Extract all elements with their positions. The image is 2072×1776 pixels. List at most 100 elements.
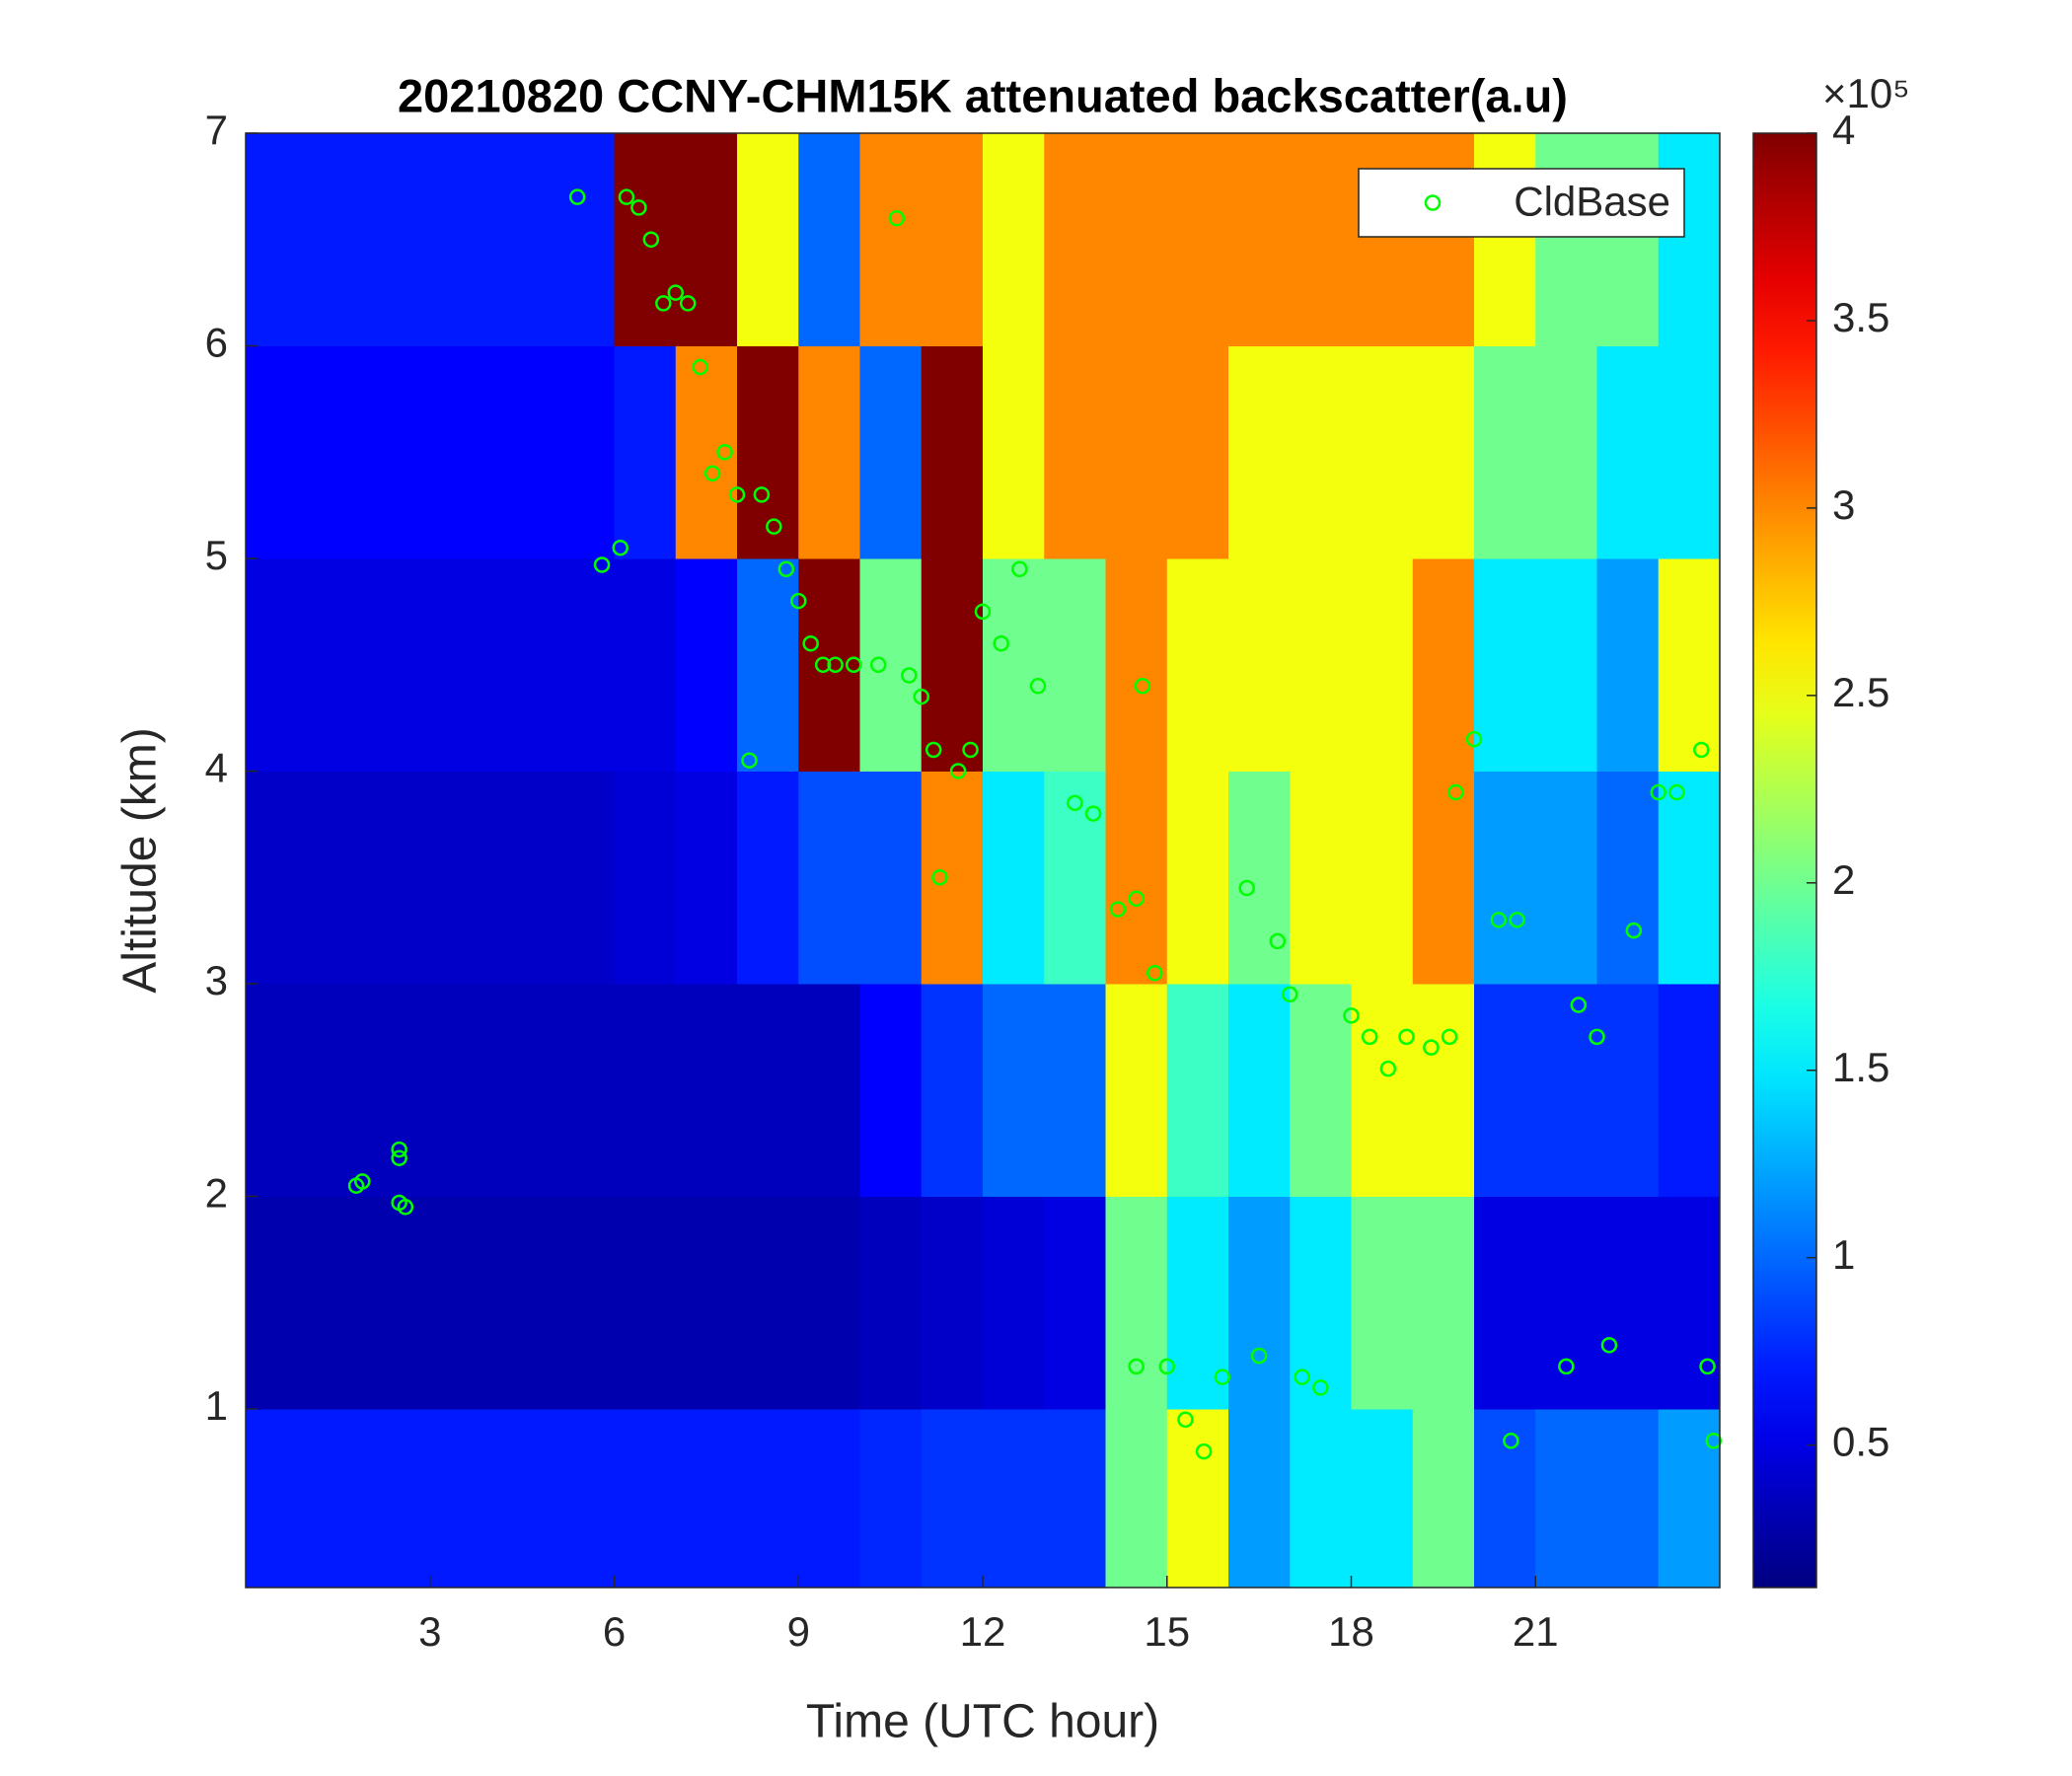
heatmap-cell (1658, 1196, 1721, 1410)
cloud-base-point (655, 295, 672, 312)
heatmap-cell (1412, 771, 1475, 985)
heatmap-cell (1290, 133, 1352, 346)
cloud-base-point (1158, 1358, 1175, 1375)
heatmap-cell (737, 771, 799, 985)
colorbar-tick-label: 1 (1832, 1231, 1855, 1278)
heatmap-cell (553, 983, 615, 1197)
heatmap-cell (983, 133, 1045, 346)
heatmap-cell (1474, 1196, 1536, 1410)
y-tick-label: 6 (205, 320, 228, 366)
heatmap-cell (921, 771, 984, 985)
cloud-base-point (1570, 997, 1588, 1013)
cloud-base-point (931, 868, 948, 886)
heatmap-cell (798, 771, 860, 985)
cloud-base-point (1312, 1379, 1329, 1396)
cloud-base-point (354, 1173, 371, 1190)
heatmap-cell (1474, 983, 1536, 1197)
heatmap-cell (675, 1196, 738, 1410)
heatmap-cell (1412, 557, 1475, 772)
heatmap-cell (1351, 771, 1414, 985)
cloud-base-point (391, 1141, 407, 1158)
cloud-base-point (1379, 1060, 1397, 1077)
cloud-base-point (1668, 783, 1685, 801)
heatmap-cell (429, 557, 492, 772)
heatmap-cell (491, 983, 554, 1197)
x-tick-label: 21 (1513, 1608, 1559, 1655)
heatmap-cell (1166, 983, 1229, 1197)
heatmap-cell (1290, 771, 1352, 985)
heatmap-cell (368, 1196, 431, 1410)
cloud-base-point (667, 284, 684, 301)
cloud-base-point (993, 634, 1009, 652)
cloud-base-point (1195, 1443, 1213, 1460)
heatmap-cell (737, 133, 799, 346)
heatmap-cell (553, 1196, 615, 1410)
heatmap-cell (1166, 557, 1229, 772)
heatmap-cell (368, 345, 431, 559)
heatmap-cell (1228, 771, 1291, 985)
heatmap-cell (553, 557, 615, 772)
cloud-base-point (1128, 890, 1145, 908)
heatmap-cell (246, 771, 308, 985)
chart-title: 20210820 CCNY-CHM15K attenuated backscat… (398, 69, 1568, 121)
cloud-base-point (1589, 1028, 1605, 1046)
colorbar (1752, 132, 1817, 1589)
cloud-base-point (869, 656, 887, 673)
cloud-base-point (1441, 1028, 1458, 1046)
heatmap-cell (1290, 983, 1352, 1197)
heatmap-cell (1596, 133, 1660, 346)
heatmap-cell (859, 557, 923, 772)
cloud-base-point (888, 209, 906, 227)
heatmap-cell (246, 345, 308, 559)
legend-box (1358, 168, 1685, 238)
heatmap-cell (1044, 133, 1106, 346)
heatmap-cell (1044, 983, 1106, 1197)
heatmap-cell (1290, 1408, 1352, 1589)
heatmap-cell (1474, 133, 1536, 346)
heatmap-cell (983, 557, 1045, 772)
heatmap-cell (983, 771, 1045, 985)
heatmap-cell (1166, 345, 1229, 559)
heatmap-cell (1535, 983, 1597, 1197)
colorbar-tick-label: 4 (1832, 107, 1855, 153)
heatmap-cell (1596, 1408, 1660, 1589)
y-tick-label: 5 (205, 532, 228, 578)
heatmap-cell (798, 1408, 860, 1589)
heatmap-cell (1105, 1196, 1168, 1410)
heatmap-cell (1596, 771, 1660, 985)
legend-label: CldBase (1514, 179, 1670, 225)
heatmap-cell (675, 771, 738, 985)
cloud-base-point (593, 556, 611, 573)
heatmap-cell (1412, 133, 1475, 346)
heatmap-cell (798, 1196, 860, 1410)
cloud-base-point (397, 1199, 414, 1216)
cloud-base-point (766, 518, 782, 535)
heatmap-cell (1658, 1408, 1721, 1589)
heatmap-cell (307, 771, 369, 985)
heatmap-cell (429, 1408, 492, 1589)
heatmap-cell (737, 1196, 799, 1410)
heatmap-cell (1535, 1196, 1597, 1410)
heatmap-cell (1351, 557, 1414, 772)
heatmap-cell (614, 345, 677, 559)
heatmap-cell (798, 345, 860, 559)
heatmap-cell (1412, 1408, 1475, 1589)
heatmap-cell (614, 1408, 677, 1589)
cloud-base-point (741, 752, 758, 769)
heatmap-cell (921, 1196, 984, 1410)
heatmap-cell (307, 345, 369, 559)
heatmap-cell (983, 983, 1045, 1197)
cloud-base-point (949, 763, 967, 779)
heatmap-cell (1658, 557, 1721, 772)
heatmap-cell (1228, 1196, 1291, 1410)
cloud-base-point (1705, 1433, 1723, 1449)
heatmap-cell (246, 983, 308, 1197)
heatmap-cell (429, 133, 492, 346)
x-axis-label: Time (UTC hour) (806, 1696, 1159, 1748)
colorbar-scale-label: ×10⁵ (1822, 70, 1910, 116)
cloud-base-point (1294, 1369, 1310, 1385)
heatmap-cell (1474, 345, 1536, 559)
heatmap-cell (1105, 771, 1168, 985)
heatmap-cell (553, 345, 615, 559)
